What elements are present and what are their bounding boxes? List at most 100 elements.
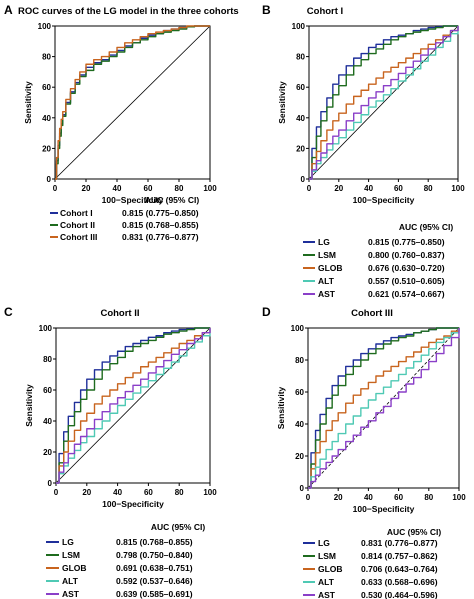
x-tick-label: 20 [334, 493, 343, 502]
x-tick-label: 80 [175, 184, 184, 193]
roc-curve-cohort-iii [55, 25, 210, 180]
legend-auc-value: 0.800 (0.760–0.837) [368, 250, 445, 260]
x-tick-label: 60 [394, 493, 403, 502]
legend-series-name: ALT [318, 577, 335, 587]
roc-curve-glob [309, 26, 459, 180]
plot-frame [55, 327, 211, 484]
legend-series-name: AST [318, 590, 336, 599]
y-tick-label: 100 [291, 324, 305, 333]
legend-series-name: Cohort III [60, 232, 97, 242]
legend-series-name: LG [318, 237, 330, 247]
panel-title: Cohort I [307, 6, 343, 17]
legend-auc-value: 0.530 (0.464–0.596) [361, 590, 438, 599]
y-tick-label: 60 [296, 83, 305, 92]
roc-curve-lsm [56, 327, 210, 484]
legend-series-name: ALT [62, 576, 79, 586]
legend-series-name: GLOB [62, 563, 87, 573]
legend-header: AUC (95% CI) [387, 527, 441, 537]
y-tick-label: 100 [39, 324, 53, 333]
panel-title: ROC curves of the LG model in the three … [18, 6, 239, 17]
panel-title: Cohort II [100, 308, 139, 319]
y-tick-label: 20 [42, 144, 51, 153]
legend-series-name: Cohort II [60, 220, 95, 230]
y-tick-label: 40 [43, 417, 52, 426]
legend-series-name: LSM [318, 250, 336, 260]
legend-header: AUC (95% CI) [399, 222, 453, 232]
roc-curve-ast [309, 26, 459, 180]
x-tick-label: 20 [82, 488, 91, 497]
reference-diagonal [55, 327, 211, 484]
y-tick-label: 0 [48, 479, 53, 488]
roc-curve-alt [56, 328, 211, 484]
legend-series-name: GLOB [318, 263, 343, 273]
y-tick-label: 60 [42, 83, 51, 92]
reference-diagonal [54, 25, 211, 180]
legend-auc-value: 0.814 (0.757–0.862) [361, 551, 438, 561]
x-tick-label: 0 [54, 488, 59, 497]
legend-header: AUC (95% CI) [151, 522, 205, 532]
y-tick-label: 0 [300, 484, 305, 493]
x-axis-label: 100−Specificity [353, 195, 415, 205]
y-tick-label: 0 [47, 175, 52, 184]
legend-series-name: LG [318, 538, 330, 548]
y-tick-label: 60 [295, 388, 304, 397]
x-tick-label: 100 [452, 493, 466, 502]
y-tick-label: 0 [301, 175, 306, 184]
x-tick-label: 100 [203, 488, 217, 497]
y-tick-label: 80 [42, 53, 51, 62]
legend-auc-value: 0.592 (0.537–0.646) [116, 576, 193, 586]
roc-curve-lsm [308, 327, 459, 489]
x-axis-label: 100−Specificity [353, 504, 415, 514]
legend-series-name: LG [62, 537, 74, 547]
legend-auc-value: 0.621 (0.574–0.667) [368, 289, 445, 299]
panel-a: A ROC curves of the LG model in the three… [4, 3, 239, 242]
legend-auc-value: 0.831 (0.776–0.877) [122, 232, 199, 242]
x-tick-label: 40 [113, 184, 122, 193]
panel-title: Cohort III [351, 308, 393, 319]
panel-letter: B [262, 3, 271, 17]
x-tick-label: 80 [424, 184, 433, 193]
roc-curve-lsm [309, 25, 458, 180]
roc-curve-alt [309, 26, 459, 180]
y-tick-label: 40 [296, 114, 305, 123]
y-tick-label: 40 [295, 420, 304, 429]
x-tick-label: 40 [364, 493, 373, 502]
x-tick-label: 20 [334, 184, 343, 193]
panel-letter: D [262, 305, 271, 319]
y-tick-label: 60 [43, 386, 52, 395]
panel-b: B Cohort I 00 20 20 40 40 60 60 80 80 100 100 100−Spe… [262, 3, 465, 299]
panel-letter: C [4, 305, 13, 319]
y-tick-label: 20 [296, 144, 305, 153]
x-tick-label: 0 [306, 493, 311, 502]
x-tick-label: 60 [144, 184, 153, 193]
x-tick-label: 80 [424, 493, 433, 502]
roc-curve-alt [308, 328, 460, 489]
legend-series-name: LSM [318, 551, 336, 561]
legend-auc-value: 0.815 (0.768–0.855) [122, 220, 199, 230]
y-tick-label: 40 [42, 114, 51, 123]
x-tick-label: 20 [82, 184, 91, 193]
x-tick-label: 60 [144, 488, 153, 497]
x-tick-label: 100 [451, 184, 465, 193]
plot-frame [308, 25, 459, 180]
plot-frame [54, 25, 211, 180]
roc-curve-glob [56, 328, 211, 484]
legend-auc-value: 0.691 (0.638–0.751) [116, 563, 193, 573]
y-tick-label: 80 [296, 53, 305, 62]
x-tick-label: 0 [53, 184, 58, 193]
legend-auc-value: 0.815 (0.775–0.850) [368, 237, 445, 247]
legend-auc-value: 0.815 (0.775–0.850) [122, 208, 199, 218]
x-axis-label: 100−Specificity [102, 195, 164, 205]
x-tick-label: 40 [364, 184, 373, 193]
y-tick-label: 80 [295, 356, 304, 365]
legend-auc-value: 0.831 (0.776–0.877) [361, 538, 438, 548]
y-tick-label: 100 [292, 22, 306, 31]
plot-frame [307, 327, 460, 489]
y-tick-label: 20 [43, 448, 52, 457]
legend-auc-value: 0.815 (0.768–0.855) [116, 537, 193, 547]
roc-curve-ast [56, 328, 211, 484]
x-tick-label: 100 [203, 184, 217, 193]
legend-series-name: Cohort I [60, 208, 93, 218]
